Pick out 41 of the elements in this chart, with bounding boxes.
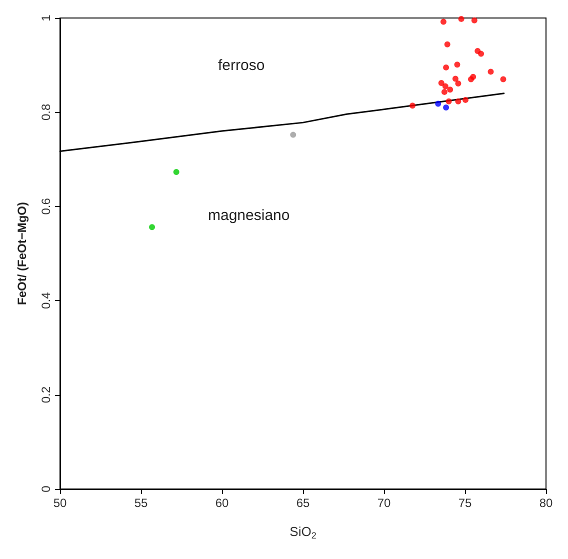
y-tick-label: 0.4 [39,292,53,309]
x-tick-label: 70 [377,496,391,510]
point [444,41,450,48]
y-tick-label: 1 [39,14,53,22]
point [455,80,462,86]
point [471,17,478,24]
point [458,16,464,22]
point [290,132,296,138]
x-tick-label: 55 [134,496,148,510]
y-tick-label: 0.8 [39,104,53,121]
point [468,76,474,82]
point [438,80,444,86]
annotation: magnesiano [208,207,290,224]
point [149,224,156,230]
point [443,64,450,70]
x-tick-label: 80 [539,496,553,510]
y-tick-label: 0.6 [39,198,53,215]
point [447,86,454,93]
point [455,98,462,104]
y-tick-label: 0 [39,485,53,492]
point [462,96,468,103]
point [442,83,448,90]
y-axis-title: FeOt/ (FeOt−MgO) [15,202,29,305]
point [173,169,180,176]
point [488,68,494,75]
point [435,100,442,107]
x-tick-label: 50 [53,496,67,510]
y-tick-label: 0.2 [39,386,53,404]
x-tick-label: 65 [296,496,310,510]
point [500,76,506,82]
point [441,88,448,95]
point [410,102,416,109]
point [454,62,460,68]
annotation: ferroso [218,57,265,74]
point [443,104,450,110]
point [446,98,452,104]
point [452,76,458,82]
point [440,18,446,25]
point [478,50,484,57]
x-tick-label: 60 [215,496,229,510]
x-tick-label: 75 [458,496,472,510]
